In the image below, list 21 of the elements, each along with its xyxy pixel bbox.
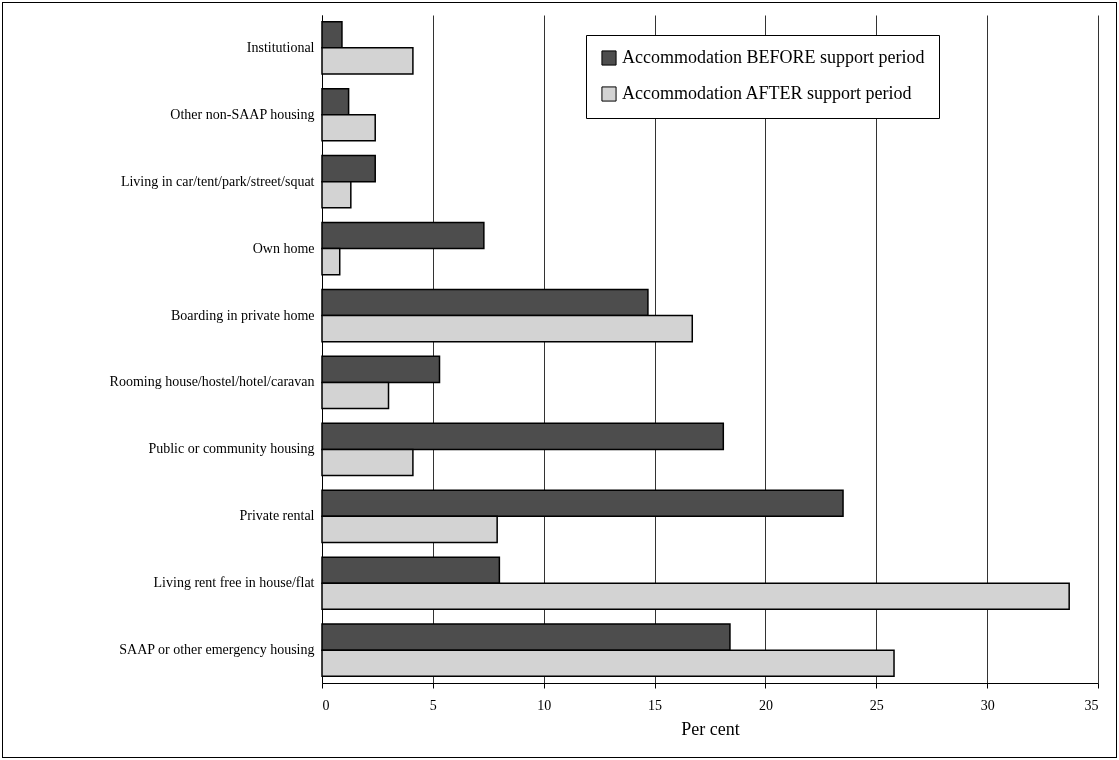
y-tick-label: Institutional — [246, 39, 315, 55]
x-tick-label: 15 — [648, 697, 663, 713]
y-tick-label: Public or community housing — [148, 441, 315, 457]
x-tick-label: 35 — [1084, 697, 1099, 713]
x-tick-label: 25 — [869, 697, 884, 713]
x-tick-label: 5 — [429, 697, 437, 713]
y-tick-label: Own home — [252, 240, 315, 256]
x-tick-label: 10 — [537, 697, 552, 713]
y-tick-label: Rooming house/hostel/hotel/caravan — [109, 374, 315, 390]
y-tick-label: Boarding in private home — [171, 307, 315, 323]
y-tick-label: Other non-SAAP housing — [170, 106, 315, 122]
x-tick-label: 30 — [980, 697, 995, 713]
x-axis-title: Per cent — [681, 718, 740, 739]
y-tick-label: Living in car/tent/park/street/squat — [120, 173, 315, 189]
x-tick-label: 0 — [322, 697, 330, 713]
y-tick-label: SAAP or other emergency housing — [119, 642, 315, 658]
y-tick-label: Living rent free in house/flat — [153, 575, 315, 591]
legend-label: Accommodation BEFORE support period — [622, 47, 925, 67]
legend-label: Accommodation AFTER support period — [622, 83, 912, 103]
x-tick-label: 20 — [758, 697, 773, 713]
y-tick-label: Private rental — [239, 508, 315, 524]
